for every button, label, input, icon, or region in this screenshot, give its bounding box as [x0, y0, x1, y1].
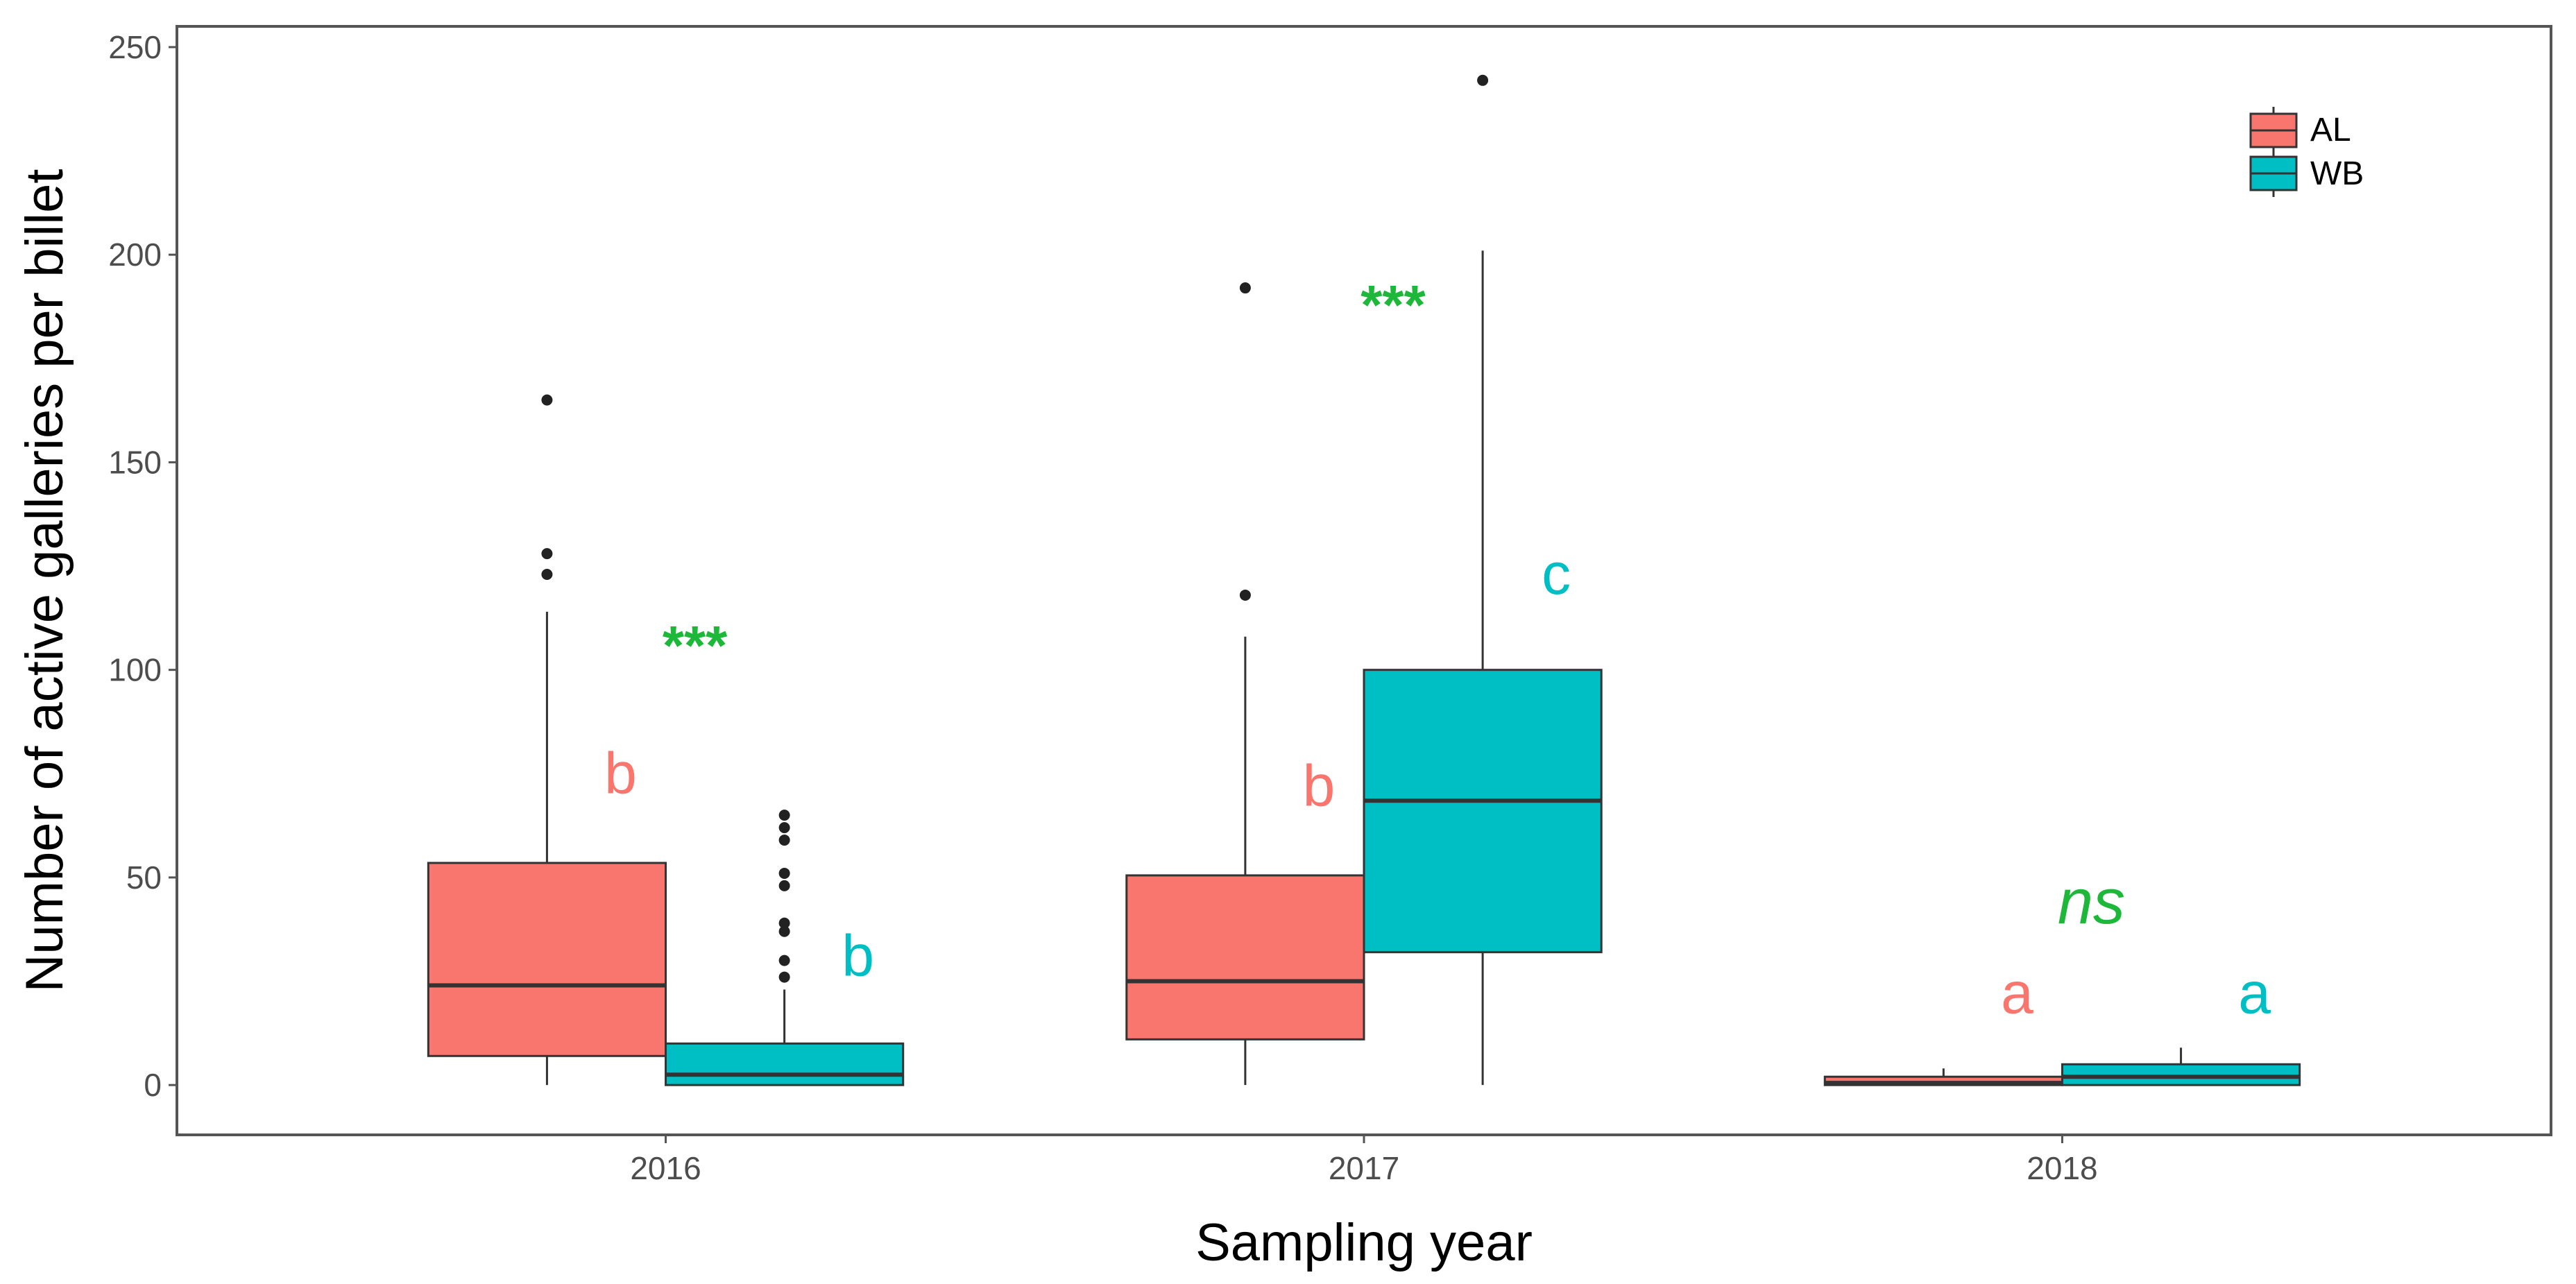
x-axis-title: Sampling year: [1195, 1213, 1533, 1272]
significance-letter: a: [2238, 961, 2271, 1026]
annotation-layer: b b a b c a *** *** ns: [604, 274, 2271, 1025]
outlier-point: [778, 867, 790, 879]
significance-letter: c: [1542, 541, 1571, 606]
significance-letter: b: [604, 740, 637, 805]
box-iqr: [1363, 669, 1603, 954]
box-wb-2017: [1363, 74, 1603, 1086]
box-layer: [427, 74, 2301, 1086]
outlier-point: [778, 834, 790, 846]
outlier-point: [778, 810, 790, 821]
outlier-point: [541, 394, 553, 406]
y-tick-label: 50: [126, 859, 162, 896]
outlier-point: [778, 822, 790, 834]
significance-letter: b: [1303, 753, 1336, 818]
legend-key-al: [2249, 107, 2298, 154]
y-axis: 0 50 100 150 200 250: [108, 29, 177, 1103]
y-axis-title: Number of active galleries per billet: [15, 169, 74, 993]
outlier-point: [778, 917, 790, 929]
box-al-2017: [1125, 282, 1365, 1086]
x-axis: 2016 2017 2018: [630, 1135, 2098, 1186]
box-iqr: [665, 1042, 905, 1086]
legend-label-wb: WB: [2310, 155, 2364, 192]
significance-letter: b: [842, 923, 874, 988]
legend-key-wb: [2249, 150, 2298, 197]
box-wb-2018: [2061, 1047, 2301, 1086]
significance-marker: ***: [663, 615, 728, 676]
legend-label-al: AL: [2310, 112, 2351, 148]
y-tick-label: 200: [108, 237, 162, 273]
x-tick-label: 2018: [2027, 1150, 2097, 1186]
outlier-point: [778, 925, 790, 937]
box-iqr: [427, 862, 667, 1057]
outlier-point: [541, 569, 553, 581]
y-tick-label: 250: [108, 29, 162, 65]
legend: AL WB: [2249, 107, 2364, 197]
x-tick-label: 2016: [630, 1150, 701, 1186]
outlier-point: [541, 548, 553, 560]
box-iqr: [1125, 874, 1365, 1041]
significance-letter: a: [2001, 961, 2033, 1026]
outlier-point: [778, 955, 790, 966]
box-al-2016: [427, 394, 667, 1086]
x-tick-label: 2017: [1329, 1150, 1399, 1186]
significance-marker: ***: [1360, 274, 1426, 336]
significance-marker: ns: [2058, 866, 2125, 937]
outlier-point: [1239, 282, 1251, 294]
y-tick-label: 0: [144, 1067, 162, 1103]
outlier-point: [778, 971, 790, 983]
outlier-point: [1239, 589, 1251, 601]
y-tick-label: 100: [108, 652, 162, 688]
outlier-point: [1477, 74, 1489, 86]
box-wb-2016: [665, 810, 905, 1086]
y-tick-label: 150: [108, 444, 162, 480]
outlier-point: [778, 880, 790, 891]
